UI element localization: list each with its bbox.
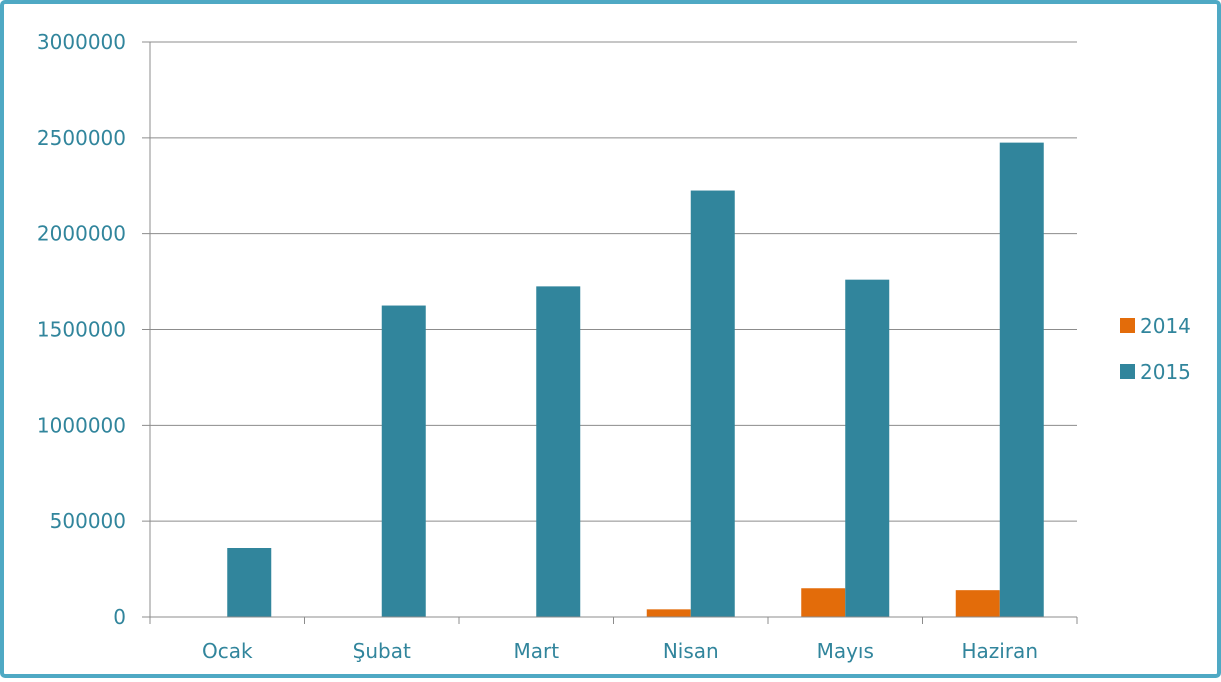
bar-2015-Şubat [381, 305, 426, 617]
y-tick-label: 3000000 [37, 30, 126, 54]
legend: 2014 2015 [1120, 314, 1191, 384]
y-tick-label: 2500000 [37, 126, 126, 150]
legend-swatch-2014 [1120, 318, 1135, 333]
bar-2014-Mayıs [801, 588, 846, 617]
y-tick-label: 500000 [50, 509, 126, 533]
x-tick-label: Şubat [353, 639, 411, 663]
x-tick-label: Mayıs [817, 639, 874, 663]
legend-label-2014: 2014 [1140, 314, 1191, 338]
bars [227, 142, 1044, 617]
y-tick-labels: 0 500000 1000000 1500000 2000000 2500000 30000… [37, 30, 126, 629]
y-tick-label: 1500000 [37, 318, 126, 342]
bar-2015-Ocak [227, 548, 272, 617]
bar-2015-Mayıs [845, 279, 890, 617]
bar-2014-Haziran [955, 590, 1000, 617]
axes [142, 42, 1078, 624]
bar-2015-Nisan [690, 190, 735, 617]
bar-chart: 0 500000 1000000 1500000 2000000 2500000 30000… [37, 30, 1191, 663]
bar-2015-Haziran [999, 142, 1044, 617]
gridlines [142, 41, 1077, 522]
x-tick-label: Nisan [663, 639, 719, 663]
y-tick-label: 2000000 [37, 222, 126, 246]
legend-label-2015: 2015 [1140, 360, 1191, 384]
x-tick-label: Ocak [202, 639, 253, 663]
y-tick-label: 0 [113, 605, 126, 629]
x-tick-label: Haziran [961, 639, 1038, 663]
x-tick-labels: Ocak Şubat Mart Nisan Mayıs Haziran [202, 639, 1038, 663]
x-tick-label: Mart [513, 639, 559, 663]
y-tick-label: 1000000 [37, 413, 126, 437]
bar-2015-Mart [536, 286, 581, 617]
bar-2014-Nisan [646, 609, 691, 617]
legend-swatch-2015 [1120, 364, 1135, 379]
